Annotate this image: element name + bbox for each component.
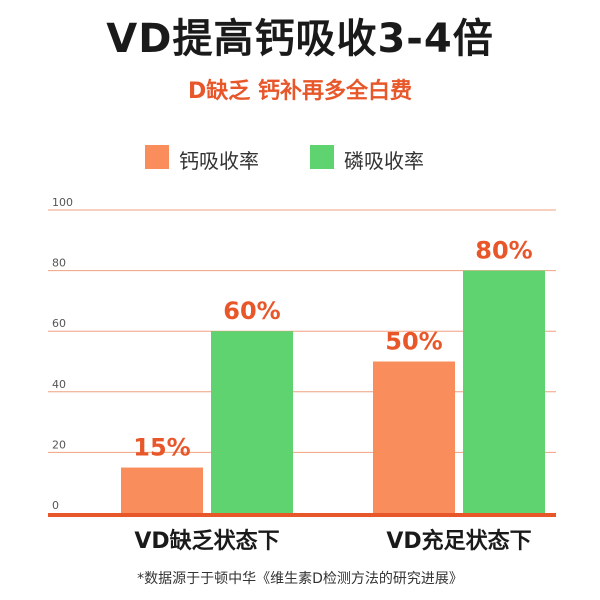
y-tick-label: 20 bbox=[52, 438, 66, 451]
bar-calcium bbox=[373, 361, 455, 513]
legend-label-phosphorus: 磷吸收率 bbox=[344, 149, 424, 173]
chart-title: VD提高钙吸收3-4倍 bbox=[106, 16, 494, 62]
legend-swatch-calcium bbox=[145, 145, 169, 169]
x-tick-label: VD缺乏状态下 bbox=[134, 528, 279, 554]
source-note: *数据源于于顿中华《维生素D检测方法的研究进展》 bbox=[137, 571, 463, 587]
legend-label-calcium: 钙吸收率 bbox=[179, 149, 259, 173]
bar-chart: 0 20 40 60 80 100 15% 60% VD缺乏状态下 50% 80% VD充足状态下 bbox=[48, 196, 556, 554]
y-tick-label: 80 bbox=[52, 257, 66, 270]
x-tick-label: VD充足状态下 bbox=[386, 528, 531, 554]
chart-subtitle: D缺乏 钙补再多全白费 bbox=[188, 79, 412, 104]
data-label: 60% bbox=[223, 297, 280, 325]
y-tick-label: 0 bbox=[52, 499, 59, 512]
bar-phosphorus bbox=[211, 331, 293, 513]
y-tick-label: 60 bbox=[52, 317, 66, 330]
data-label: 15% bbox=[133, 434, 190, 462]
y-tick-label: 40 bbox=[52, 378, 66, 391]
bar-phosphorus bbox=[463, 270, 545, 513]
data-label: 80% bbox=[475, 237, 532, 265]
y-tick-label: 100 bbox=[52, 196, 73, 209]
legend: 钙吸收率 磷吸收率 bbox=[0, 143, 600, 173]
legend-swatch-phosphorus bbox=[310, 145, 334, 169]
data-label: 50% bbox=[385, 328, 442, 356]
bar-calcium bbox=[121, 467, 203, 513]
